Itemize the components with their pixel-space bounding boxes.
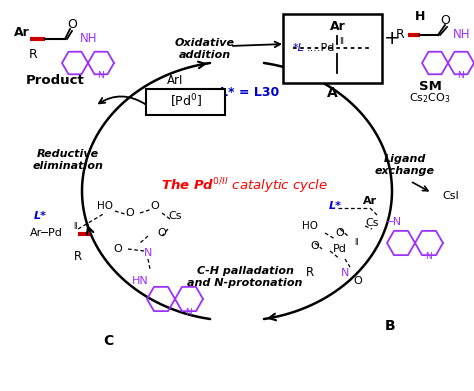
Text: B: B	[385, 319, 395, 333]
Text: ArI: ArI	[167, 75, 183, 88]
Text: R: R	[74, 249, 82, 262]
Text: O: O	[126, 208, 134, 218]
Text: and N-protonation: and N-protonation	[187, 278, 303, 288]
Text: H: H	[415, 9, 425, 23]
FancyBboxPatch shape	[283, 14, 382, 83]
Text: R: R	[306, 267, 314, 280]
Text: Ar: Ar	[329, 20, 346, 32]
Text: SM: SM	[419, 79, 441, 93]
Text: exchange: exchange	[375, 166, 435, 176]
Text: NH: NH	[80, 32, 98, 45]
Text: Reductive: Reductive	[37, 149, 99, 159]
Text: N: N	[457, 71, 465, 80]
Text: HO: HO	[302, 221, 318, 231]
Text: R: R	[396, 29, 404, 41]
Text: II: II	[354, 238, 358, 247]
Text: Oxidative: Oxidative	[175, 38, 235, 48]
Text: O: O	[310, 241, 319, 251]
Text: L*: L*	[34, 211, 46, 221]
Text: O: O	[114, 244, 122, 254]
Text: II: II	[339, 37, 345, 46]
FancyBboxPatch shape	[146, 89, 225, 115]
Text: Ar: Ar	[14, 27, 30, 39]
Text: L* = L30: L* = L30	[220, 86, 279, 99]
Text: R: R	[28, 48, 37, 61]
Text: N: N	[144, 248, 152, 258]
Text: O: O	[67, 18, 77, 32]
Text: Pd: Pd	[333, 244, 347, 254]
Text: O: O	[158, 228, 166, 238]
Text: Product: Product	[26, 75, 84, 88]
Text: O: O	[336, 228, 345, 238]
Text: N: N	[341, 268, 349, 278]
Text: C: C	[103, 334, 113, 348]
Text: HO: HO	[97, 201, 113, 211]
Text: II: II	[73, 222, 78, 231]
Text: [Pd$^0$]: [Pd$^0$]	[170, 92, 202, 110]
Text: N: N	[98, 71, 104, 80]
Text: CsI: CsI	[442, 191, 459, 201]
Text: N: N	[186, 308, 192, 317]
Text: Cs: Cs	[168, 211, 182, 221]
Text: O: O	[151, 201, 159, 211]
Text: *L: *L	[293, 43, 305, 53]
Text: Ar: Ar	[363, 196, 377, 206]
Text: Ligand: Ligand	[384, 154, 426, 164]
Text: L*: L*	[328, 201, 341, 211]
Text: addition: addition	[179, 50, 231, 60]
Text: Cs$_2$CO$_3$: Cs$_2$CO$_3$	[409, 91, 451, 105]
Text: O: O	[354, 276, 363, 286]
Text: ....Pd: ....Pd	[307, 43, 336, 53]
Text: A: A	[327, 86, 338, 100]
Text: O: O	[440, 14, 450, 27]
Text: +: +	[384, 29, 400, 48]
Text: C-H palladation: C-H palladation	[197, 266, 293, 276]
Text: elimination: elimination	[33, 161, 103, 171]
Text: HN: HN	[132, 276, 148, 286]
Text: Cs: Cs	[365, 218, 379, 228]
Text: The Pd$^{0/II}$ $\it{catalytic\ cycle}$: The Pd$^{0/II}$ $\it{catalytic\ cycle}$	[161, 176, 328, 196]
Text: ─N: ─N	[386, 217, 401, 227]
Text: Ar─Pd: Ar─Pd	[30, 228, 63, 238]
Text: NH: NH	[453, 29, 471, 41]
Text: N: N	[426, 252, 432, 261]
